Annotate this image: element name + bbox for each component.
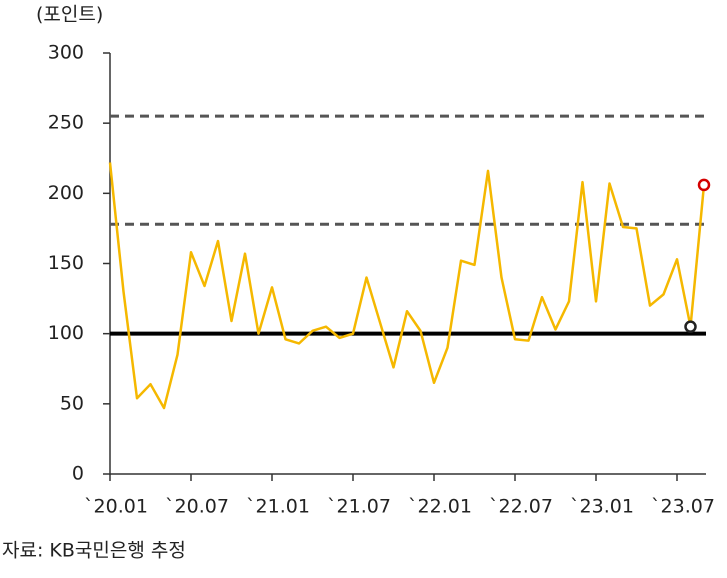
- y-tick-label: 100: [48, 322, 84, 344]
- x-tick-label: `23.01: [570, 496, 634, 518]
- source-note: 자료: KB국민은행 추정: [2, 540, 186, 562]
- highlight-marker: [697, 178, 711, 192]
- y-tick-label: 250: [48, 112, 84, 134]
- x-tick-label: `21.01: [246, 496, 310, 518]
- x-tick-label: `22.01: [408, 496, 472, 518]
- data-line: [108, 162, 706, 410]
- y-tick-label: 50: [60, 392, 84, 414]
- y-tick-label: 200: [48, 182, 84, 204]
- unit-label: (포인트): [36, 4, 103, 26]
- highlight-marker: [684, 320, 697, 333]
- x-tick-label: `20.01: [84, 496, 148, 518]
- x-tick-label: `20.07: [165, 496, 229, 518]
- x-tick-label: `21.07: [327, 496, 391, 518]
- y-tick-label: 150: [48, 252, 84, 274]
- y-tick-label: 0: [72, 463, 84, 485]
- y-tick-label: 300: [48, 42, 84, 64]
- x-tick-label: `23.07: [651, 496, 715, 518]
- x-tick-label: `22.07: [489, 496, 553, 518]
